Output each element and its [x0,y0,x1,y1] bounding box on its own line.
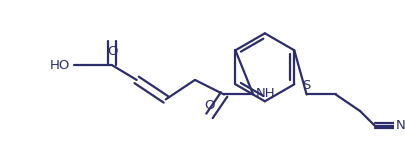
Text: O: O [107,45,117,58]
Text: O: O [204,99,215,112]
Text: HO: HO [50,59,70,72]
Text: S: S [303,79,311,92]
Text: NH: NH [256,87,276,100]
Text: N: N [396,119,405,132]
